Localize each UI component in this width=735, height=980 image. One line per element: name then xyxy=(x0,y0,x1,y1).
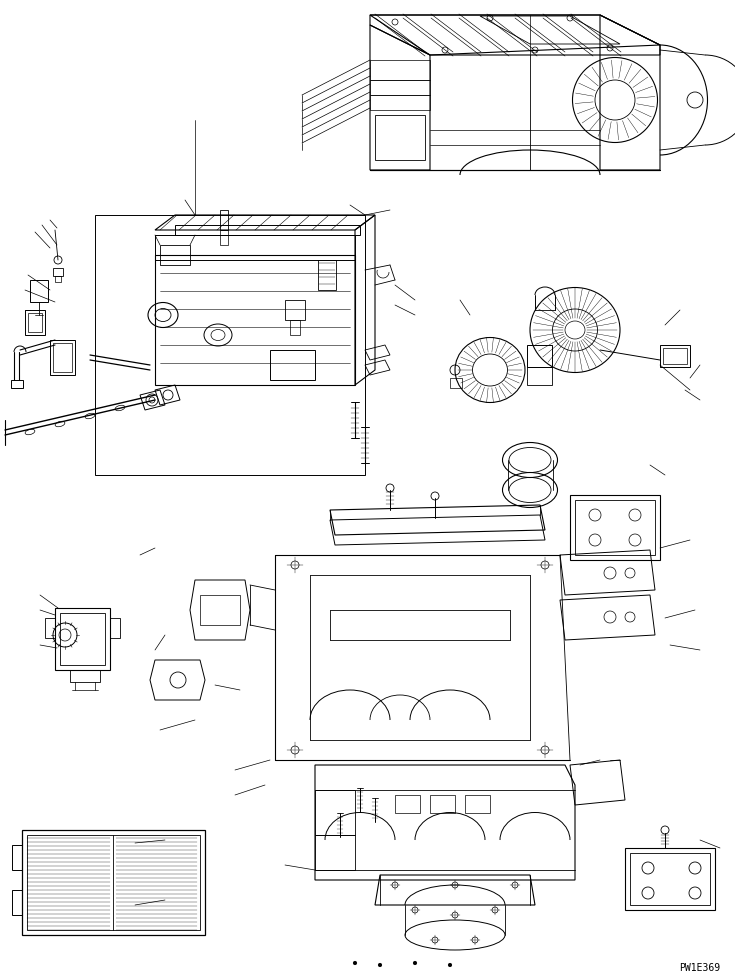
Bar xyxy=(200,595,240,625)
Bar xyxy=(28,313,42,332)
Bar xyxy=(12,890,22,915)
Bar xyxy=(395,795,420,813)
Bar xyxy=(220,210,228,230)
Bar xyxy=(50,340,75,375)
Bar xyxy=(318,260,336,290)
Bar xyxy=(527,367,552,385)
Bar xyxy=(450,378,462,388)
Bar xyxy=(160,245,190,265)
Bar xyxy=(465,795,490,813)
Bar xyxy=(110,618,120,638)
Bar xyxy=(270,350,315,380)
Bar xyxy=(290,320,300,335)
Bar xyxy=(11,380,23,388)
Bar xyxy=(663,348,687,364)
Circle shape xyxy=(413,961,417,965)
Text: PW1E369: PW1E369 xyxy=(679,963,720,973)
Bar xyxy=(60,613,105,665)
Bar xyxy=(25,310,45,335)
Bar xyxy=(660,345,690,367)
Bar xyxy=(45,618,55,638)
Bar xyxy=(430,795,455,813)
Bar xyxy=(30,280,48,302)
Circle shape xyxy=(378,963,382,967)
Bar xyxy=(70,670,100,682)
Bar xyxy=(55,608,110,670)
Bar xyxy=(12,845,22,870)
Bar xyxy=(285,300,305,320)
Bar xyxy=(220,230,228,245)
Circle shape xyxy=(448,963,452,967)
Bar xyxy=(53,343,72,372)
Bar xyxy=(55,276,61,282)
Bar xyxy=(53,268,63,276)
Bar xyxy=(527,345,552,367)
Circle shape xyxy=(353,961,357,965)
